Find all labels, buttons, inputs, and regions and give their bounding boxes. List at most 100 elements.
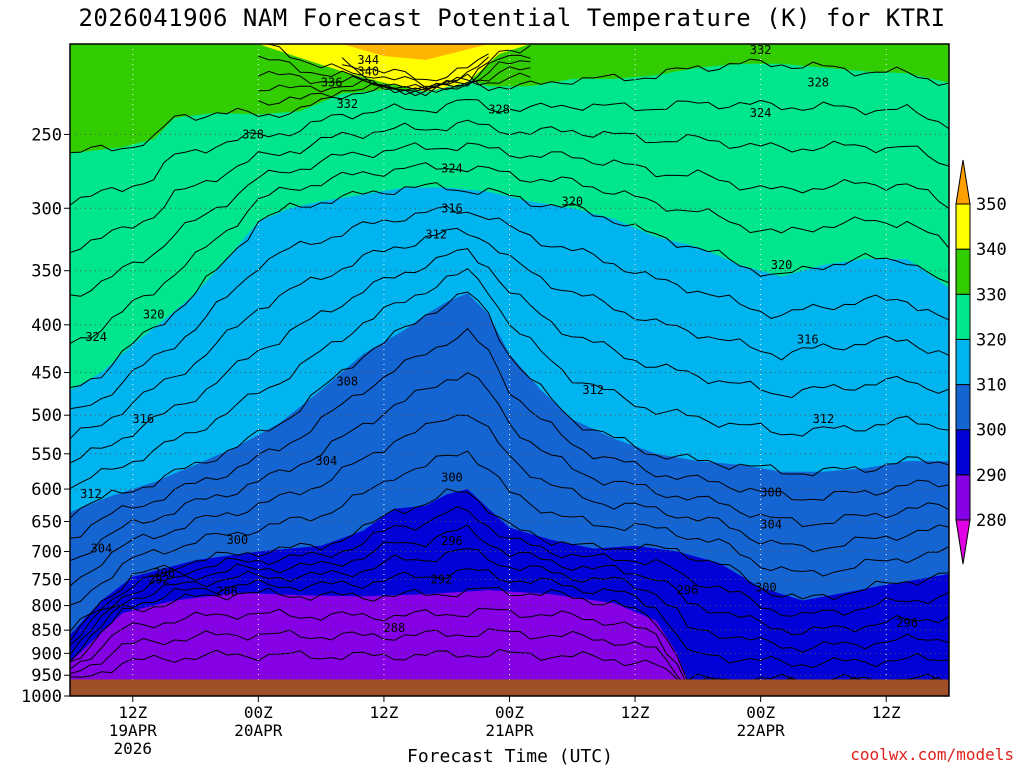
contour-label-332: 332 <box>750 43 772 57</box>
contour-label-300: 300 <box>441 470 463 484</box>
y-tick-label: 250 <box>31 125 62 145</box>
contour-label-296: 296 <box>153 566 175 580</box>
contour-label-312: 312 <box>813 412 835 426</box>
colorbar-label-340: 340 <box>976 240 1007 260</box>
x-tick-label: 12Z <box>118 703 147 722</box>
colorbar-box-340 <box>955 203 971 250</box>
isentrope-322 <box>70 162 949 345</box>
credit-text: coolwx.com/models <box>850 745 1014 764</box>
contour-label-324: 324 <box>750 106 772 120</box>
colorbar-box-280 <box>955 474 971 521</box>
isentrope-306 <box>70 372 949 562</box>
isentrope-338 <box>258 54 531 91</box>
contour-label-312: 312 <box>582 383 604 397</box>
terrain-fill <box>70 679 949 696</box>
isentrope-302 <box>70 450 949 606</box>
y-tick-label: 450 <box>31 364 62 384</box>
contour-label-336: 336 <box>321 76 343 90</box>
y-tick-label: 750 <box>31 570 62 590</box>
colorbar-box-330 <box>955 248 971 295</box>
isentrope-310 <box>70 291 949 519</box>
contour-label-296: 296 <box>896 616 918 630</box>
contour-label-304: 304 <box>760 518 782 532</box>
x-tick-label: 12Z <box>369 703 398 722</box>
contour-label-324: 324 <box>85 330 107 344</box>
x-tick-date: 21APR <box>485 721 534 740</box>
y-tick-label: 700 <box>31 543 62 563</box>
contour-label-304: 304 <box>91 542 113 556</box>
chart-title: 2026041906 NAM Forecast Potential Temper… <box>78 4 946 32</box>
isentrope-324 <box>70 142 949 297</box>
contour-label-296: 296 <box>441 534 463 548</box>
colorbar-low-triangle <box>955 519 971 565</box>
colorbar-label-310: 310 <box>976 376 1007 396</box>
colorbar-high-triangle <box>955 159 971 205</box>
colorbar-box-310 <box>955 338 971 386</box>
contour-label-304: 304 <box>316 454 338 468</box>
colorbar-label-330: 330 <box>976 285 1007 305</box>
y-tick-label: 350 <box>31 262 62 282</box>
contour-label-292: 292 <box>148 572 170 586</box>
colorbar-label-350: 350 <box>976 195 1007 215</box>
colorbar-box-320 <box>955 293 971 340</box>
band-320 <box>70 44 949 391</box>
contour-label-312: 312 <box>425 227 447 241</box>
isentrope-298 <box>70 506 949 642</box>
contour-label-300: 300 <box>755 580 777 594</box>
y-tick-label: 550 <box>31 445 62 465</box>
y-axis: 250 300 350 400 450 500 550 600 650 700 750 800 850 9… <box>21 125 70 707</box>
contour-label-308: 308 <box>336 374 358 388</box>
y-tick-label: 1000 <box>21 687 62 707</box>
isentrope-294 <box>70 548 949 656</box>
band-350 <box>342 44 489 60</box>
contour-label-296: 296 <box>677 583 699 597</box>
contour-label-320: 320 <box>771 258 793 272</box>
band-340 <box>258 44 531 92</box>
y-tick-label: 800 <box>31 597 62 617</box>
contour-label-320: 320 <box>143 308 165 322</box>
grid-lines <box>70 44 949 696</box>
x-tick-year: 2026 <box>114 739 153 758</box>
y-tick-label: 950 <box>31 666 62 686</box>
contour-label-328: 328 <box>488 102 510 116</box>
x-tick-label: 00Z <box>746 703 775 722</box>
contour-label-324: 324 <box>441 162 463 176</box>
x-tick-date: 22APR <box>737 721 786 740</box>
contour-label-288: 288 <box>384 621 406 635</box>
y-tick-label: 500 <box>31 406 62 426</box>
band-330 <box>70 44 949 154</box>
contour-label-332: 332 <box>336 97 358 111</box>
y-tick-label: 650 <box>31 512 62 532</box>
colorbar-box-290 <box>955 429 971 476</box>
contour-label-316: 316 <box>797 333 819 347</box>
contour-label-340: 340 <box>357 64 379 78</box>
contour-label-328: 328 <box>807 76 829 90</box>
x-tick-label: 00Z <box>244 703 273 722</box>
isentrope-336 <box>258 60 531 94</box>
y-tick-label: 850 <box>31 621 62 641</box>
y-tick-label: 300 <box>31 199 62 219</box>
y-tick-label: 400 <box>31 316 62 336</box>
isentrope-340 <box>259 44 531 93</box>
x-axis-label: Forecast Time (UTC) <box>407 746 613 767</box>
contour-label-308: 308 <box>760 485 782 499</box>
isentrope-296 <box>70 524 949 646</box>
isentrope-304 <box>70 414 949 587</box>
x-tick-label: 12Z <box>872 703 901 722</box>
isentrope-314 <box>70 248 949 464</box>
isentrope-318 <box>70 205 949 410</box>
contour-label-300: 300 <box>227 533 249 547</box>
contour-label-316: 316 <box>441 201 463 215</box>
contour-label-320: 320 <box>561 194 583 208</box>
x-tick-label: 12Z <box>621 703 650 722</box>
isentrope-342 <box>342 56 489 89</box>
colorbar-label-300: 300 <box>976 421 1007 441</box>
contour-label-288: 288 <box>216 585 238 599</box>
contour-label-328: 328 <box>242 127 264 141</box>
colorbar-label-280: 280 <box>976 511 1007 531</box>
isentrope-320 <box>70 182 949 388</box>
contour-label-292: 292 <box>431 572 453 586</box>
terrain-layer <box>70 679 949 697</box>
